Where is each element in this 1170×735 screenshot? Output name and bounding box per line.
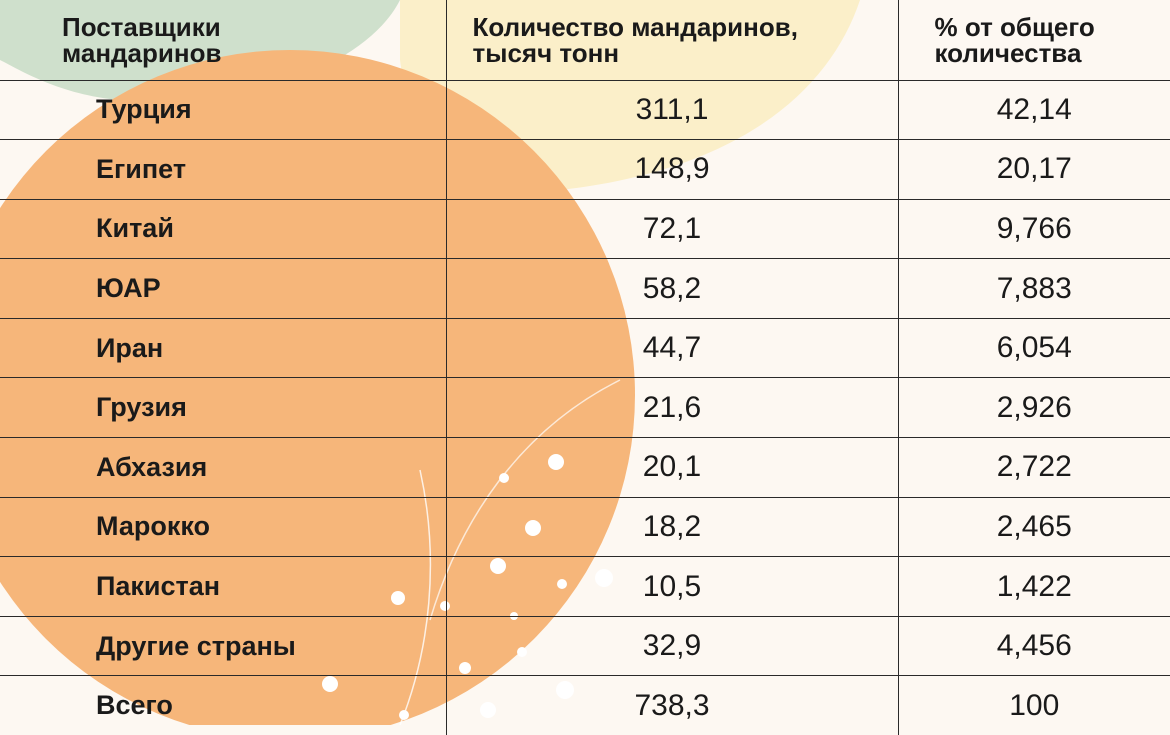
table-row: Всего 738,3 100: [0, 675, 1170, 735]
amount-cell: 311,1: [446, 80, 899, 141]
percent-cell: 42,14: [898, 80, 1170, 141]
table-row: Грузия 21,6 2,926: [0, 377, 1170, 439]
percent-cell: 100: [1009, 688, 1060, 722]
country-cell: Всего: [0, 675, 447, 735]
percent-cell: 4,456: [898, 616, 1170, 677]
country-cell: Иран: [0, 318, 447, 379]
table-row: Абхазия 20,1 2,722: [0, 437, 1170, 498]
percent-cell: 9,766: [898, 199, 1170, 260]
table-row: Марокко 18,2 2,465: [0, 497, 1170, 558]
table-row: Египет 148,9 20,17: [0, 139, 1170, 200]
country-cell: ЮАР: [0, 258, 447, 319]
percent-cell: 20,17: [898, 139, 1170, 200]
amount-cell: 72,1: [446, 199, 899, 260]
table-row: Другие страны 32,9 4,456: [0, 616, 1170, 677]
amount-cell: 10,5: [446, 556, 899, 617]
percent-cell: 2,722: [898, 437, 1170, 498]
table-row: Турция 311,1 42,14: [0, 80, 1170, 141]
amount-cell: 738,3: [446, 675, 899, 735]
percent-cell: 2,926: [898, 377, 1170, 439]
header-row: Поставщики мандаринов Количество мандарин…: [0, 0, 1170, 81]
table-row: Пакистан 10,5 1,422: [0, 556, 1170, 617]
percent-cell: 2,465: [898, 497, 1170, 558]
header-suppliers: Поставщики мандаринов: [0, 0, 447, 81]
amount-cell: 58,2: [446, 258, 899, 319]
amount-cell: 148,9: [446, 139, 899, 200]
country-cell: Китай: [0, 199, 447, 260]
amount-cell: 18,2: [446, 497, 899, 558]
country-cell: Турция: [0, 80, 447, 141]
country-cell: Другие страны: [0, 616, 447, 677]
table-row: Иран 44,7 6,054: [0, 318, 1170, 379]
percent-cell: 6,054: [898, 318, 1170, 379]
country-cell: Египет: [0, 139, 447, 200]
country-cell: Грузия: [0, 377, 447, 439]
amount-cell: 20,1: [446, 437, 899, 498]
table-row: ЮАР 58,2 7,883: [0, 258, 1170, 319]
header-percent: % от общего количества: [898, 0, 1170, 81]
country-cell: Абхазия: [0, 437, 447, 498]
country-cell: Пакистан: [0, 556, 447, 617]
amount-cell: 44,7: [446, 318, 899, 379]
percent-cell: 1,422: [898, 556, 1170, 617]
percent-cell: 7,883: [898, 258, 1170, 319]
amount-cell: 21,6: [446, 377, 899, 439]
country-cell: Марокко: [0, 497, 447, 558]
table-row: Китай 72,1 9,766: [0, 199, 1170, 260]
amount-cell: 32,9: [446, 616, 899, 677]
header-amount: Количество мандаринов, тысяч тонн: [446, 0, 899, 81]
